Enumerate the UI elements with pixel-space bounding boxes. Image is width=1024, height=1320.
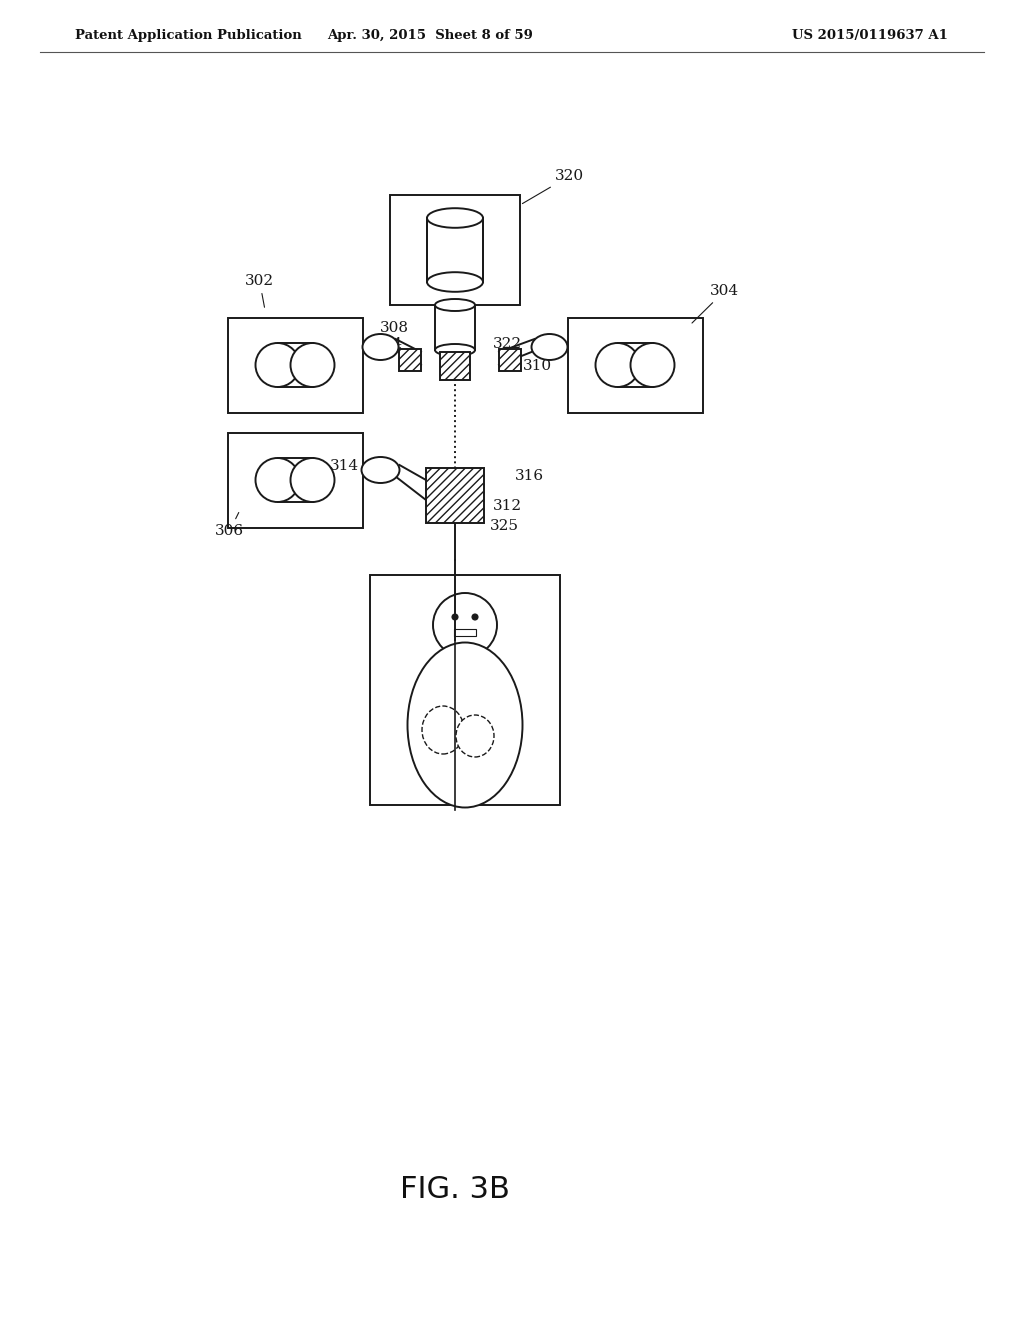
Ellipse shape xyxy=(435,345,475,356)
Bar xyxy=(499,348,521,371)
Bar xyxy=(426,467,484,523)
Ellipse shape xyxy=(631,343,675,387)
Text: 302: 302 xyxy=(245,275,274,308)
Bar xyxy=(454,630,476,636)
Text: 310: 310 xyxy=(523,359,552,374)
Text: 308: 308 xyxy=(380,321,409,335)
Bar xyxy=(227,433,362,528)
Text: 306: 306 xyxy=(215,512,244,539)
Text: 312: 312 xyxy=(493,499,522,513)
Ellipse shape xyxy=(361,457,399,483)
Ellipse shape xyxy=(291,458,335,502)
Ellipse shape xyxy=(427,209,483,228)
Circle shape xyxy=(433,593,497,657)
Bar xyxy=(227,318,362,412)
Ellipse shape xyxy=(531,334,567,360)
Text: 320: 320 xyxy=(522,169,584,203)
Ellipse shape xyxy=(427,272,483,292)
Text: Patent Application Publication: Patent Application Publication xyxy=(75,29,302,41)
Bar xyxy=(399,348,421,371)
Bar xyxy=(370,576,560,805)
Text: 314: 314 xyxy=(330,459,359,473)
Ellipse shape xyxy=(596,343,640,387)
Ellipse shape xyxy=(256,343,299,387)
Bar xyxy=(567,318,702,412)
Text: FIG. 3B: FIG. 3B xyxy=(400,1176,510,1204)
Text: US 2015/0119637 A1: US 2015/0119637 A1 xyxy=(792,29,948,41)
Ellipse shape xyxy=(362,334,398,360)
Ellipse shape xyxy=(256,458,299,502)
Bar xyxy=(390,195,520,305)
Text: 322: 322 xyxy=(493,337,522,351)
Ellipse shape xyxy=(435,300,475,312)
Bar xyxy=(440,352,470,380)
Ellipse shape xyxy=(408,643,522,808)
Circle shape xyxy=(472,614,478,620)
Ellipse shape xyxy=(291,343,335,387)
Circle shape xyxy=(452,614,458,620)
Text: 304: 304 xyxy=(692,284,739,323)
Text: 325: 325 xyxy=(490,519,519,533)
Text: Apr. 30, 2015  Sheet 8 of 59: Apr. 30, 2015 Sheet 8 of 59 xyxy=(327,29,532,41)
Text: 316: 316 xyxy=(515,469,544,483)
Ellipse shape xyxy=(422,706,464,754)
Ellipse shape xyxy=(456,715,494,756)
Bar xyxy=(427,218,483,282)
Text: 324: 324 xyxy=(374,337,403,351)
